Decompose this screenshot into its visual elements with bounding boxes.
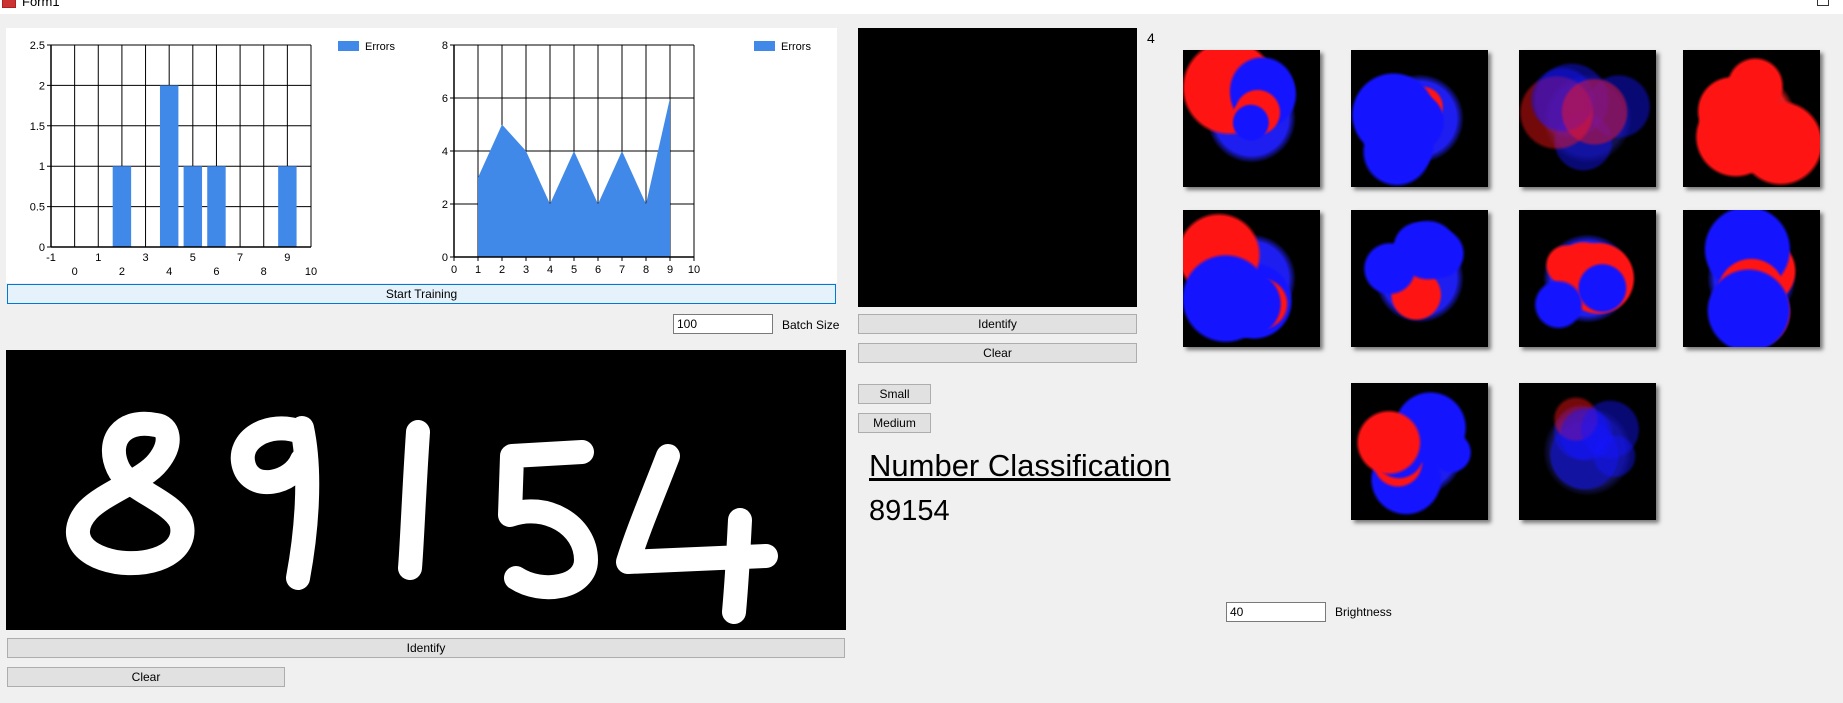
error-bar-chart: 0 0.5 1 1.5 2 2.5 -1 1 3 5 7 9 0 2 4 6 8 10 Errors — [6, 28, 420, 283]
batch-size-input[interactable] — [673, 314, 773, 334]
handwritten-digits — [66, 411, 778, 624]
y-tick-label: 4 — [442, 146, 448, 158]
x-tick-label: 3 — [142, 252, 148, 264]
y-tick-label: 1.5 — [30, 121, 45, 133]
feature-map-tile — [1351, 50, 1488, 187]
x-tick-label: 6 — [213, 266, 219, 278]
y-tick-label: 8 — [442, 40, 448, 52]
classification-title: Number Classification — [869, 448, 1171, 483]
x-tick-label: 8 — [261, 266, 267, 278]
x-tick-label: 2 — [119, 266, 125, 278]
start-training-button[interactable]: Start Training — [7, 284, 836, 304]
x-tick-label: 3 — [523, 264, 529, 276]
identify-drawing-button[interactable]: Identify — [7, 638, 845, 658]
classification-result: 89154 — [869, 495, 950, 527]
x-tick-label: 10 — [688, 264, 700, 276]
bar — [278, 166, 297, 247]
x-tick-label: 5 — [571, 264, 577, 276]
clear-drawing-button[interactable]: Clear — [7, 667, 285, 687]
x-tick-label: 9 — [667, 264, 673, 276]
bar — [159, 85, 179, 248]
legend-swatch — [754, 41, 775, 51]
y-tick-label: 6 — [442, 93, 448, 105]
legend-label: Errors — [781, 41, 811, 53]
x-tick-label: 4 — [166, 266, 172, 278]
bar — [183, 166, 203, 247]
feature-map-tile — [1183, 50, 1320, 187]
area-series — [478, 98, 670, 257]
digit-preview — [858, 28, 1137, 307]
identify-preview-button[interactable]: Identify — [858, 314, 1137, 334]
y-tick-label: 1 — [39, 161, 45, 173]
y-tick-label: 2 — [39, 80, 45, 92]
batch-size-label: Batch Size — [782, 318, 840, 332]
drawing-canvas[interactable] — [6, 350, 846, 630]
medium-button[interactable]: Medium — [858, 413, 931, 433]
y-tick-label: 0 — [39, 242, 45, 254]
x-tick-label: 6 — [595, 264, 601, 276]
x-tick-label: 0 — [451, 264, 457, 276]
bar — [207, 166, 226, 247]
feature-map-tile — [1351, 383, 1488, 520]
y-tick-label: 2.5 — [30, 40, 45, 52]
x-tick-label: 10 — [305, 266, 317, 278]
feature-map-tile — [1183, 210, 1320, 347]
x-tick-label: 1 — [475, 264, 481, 276]
x-tick-label: 7 — [619, 264, 625, 276]
x-tick-label: 5 — [190, 252, 196, 264]
app-icon — [2, 0, 16, 8]
bar — [112, 166, 132, 247]
x-tick-label: 1 — [95, 252, 101, 264]
feature-map-tile — [1519, 50, 1656, 187]
x-tick-label: 9 — [284, 252, 290, 264]
legend-swatch — [338, 41, 359, 51]
feature-map-tile — [1683, 210, 1820, 347]
feature-map-tile — [1683, 50, 1820, 187]
y-tick-label: 2 — [442, 199, 448, 211]
y-tick-label: 0.5 — [30, 202, 45, 214]
small-button[interactable]: Small — [858, 384, 931, 404]
x-tick-label: 8 — [643, 264, 649, 276]
title-bar: Form1 — [0, 0, 1843, 14]
clear-preview-button[interactable]: Clear — [858, 343, 1137, 363]
x-tick-label: 2 — [499, 264, 505, 276]
preview-count: 4 — [1147, 30, 1155, 46]
x-tick-label: 7 — [237, 252, 243, 264]
window-title: Form1 — [22, 0, 60, 9]
feature-map-tile — [1519, 383, 1656, 520]
x-tick-label: 4 — [547, 264, 553, 276]
feature-map-tile — [1519, 210, 1656, 347]
x-tick-label: 0 — [72, 266, 78, 278]
y-tick-label: 0 — [442, 252, 448, 264]
brightness-input[interactable] — [1226, 602, 1326, 622]
feature-map-tile — [1351, 210, 1488, 347]
legend-label: Errors — [365, 41, 395, 53]
brightness-label: Brightness — [1335, 605, 1392, 619]
maximize-icon[interactable] — [1817, 0, 1829, 6]
error-area-chart: 0 1 2 3 4 5 6 7 8 9 10 0 2 4 6 8 Errors — [420, 28, 837, 283]
x-tick-label: -1 — [46, 252, 56, 264]
